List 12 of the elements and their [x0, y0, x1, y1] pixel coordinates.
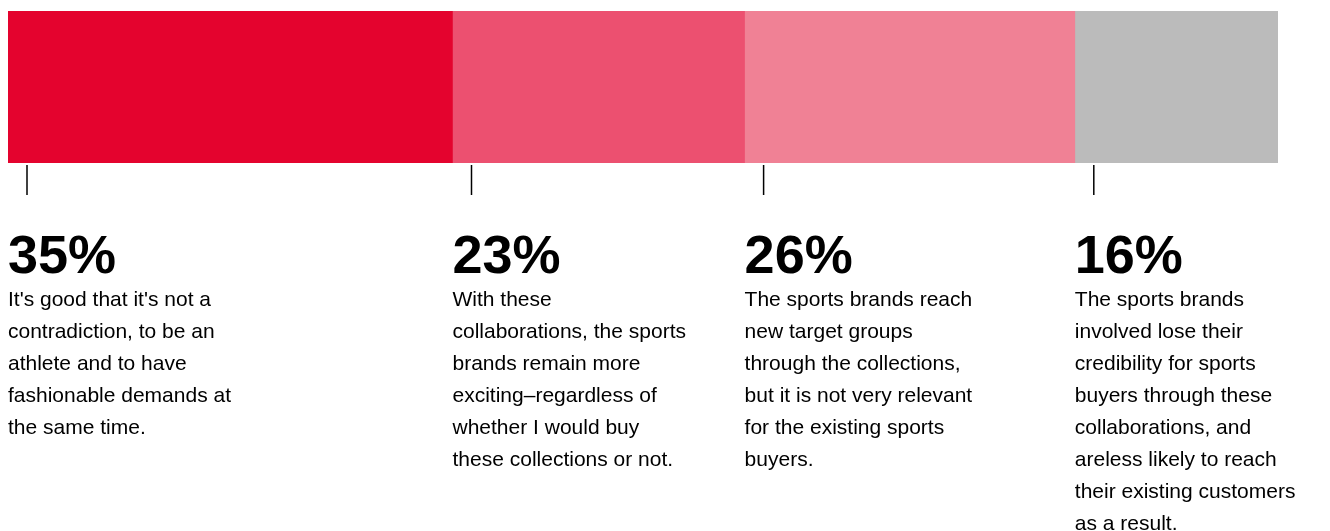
- data-label: 35%: [8, 224, 117, 284]
- bar: [452, 11, 745, 163]
- text: The sports brands reach new target groups through the collections, but it is not very relevant for the existing sports buyers.: [744, 287, 973, 470]
- data-label: 26%: [744, 224, 853, 284]
- bar: [8, 11, 453, 163]
- text: It's good that it's not a contradiction, to be an athlete and to have fashionable demands at the same time.: [8, 287, 232, 438]
- bar: [744, 11, 1076, 163]
- text: With these collaborations, the sports brands remain more exciting–regardless of whether I would buy these collections or not.: [451, 287, 686, 470]
- data-label: 16%: [1074, 224, 1183, 284]
- bar: [1074, 11, 1278, 163]
- data-label: 23%: [452, 224, 561, 284]
- text: The sports brands involved lose their credibility for sports buyers through these collaborations, and areless likely to reach their existing customers as a result.: [1074, 287, 1296, 531]
